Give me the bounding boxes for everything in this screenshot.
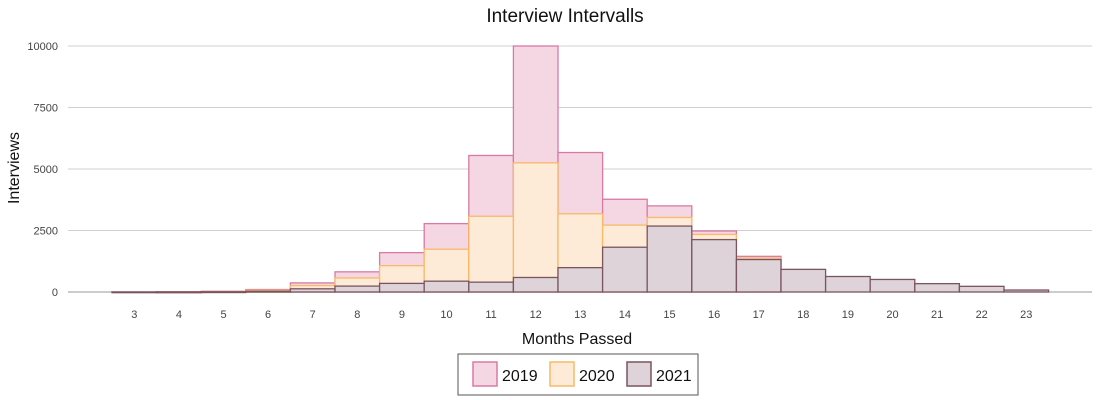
x-tick-label: 4: [176, 309, 182, 321]
x-tick-label: 7: [310, 309, 316, 321]
bar-2021-20: [869, 278, 916, 293]
bar-2021-7: [289, 288, 336, 293]
bar-2021-21: [914, 282, 961, 293]
legend-item-2019: 2019: [472, 361, 538, 387]
bar-2020-11: [468, 215, 515, 293]
bar-2021-17: [735, 258, 782, 293]
series-2021: [111, 225, 1050, 294]
y-tick-label: 2500: [34, 226, 58, 238]
x-tick-label: 15: [663, 309, 675, 321]
bar-2020-12: [512, 162, 559, 293]
bar-2021-19: [824, 275, 871, 293]
x-tick-label: 21: [931, 309, 943, 321]
y-axis-title: Interviews: [6, 132, 23, 204]
x-tick-label: 18: [797, 309, 809, 321]
bar-2021-14: [601, 246, 648, 293]
x-tick-label: 16: [708, 309, 720, 321]
bar-2021-11: [468, 281, 515, 293]
bar-2021-13: [557, 266, 604, 293]
bar-2021-16: [691, 238, 738, 293]
bar-2021-10: [423, 280, 470, 293]
y-tick-label: 7500: [34, 103, 58, 115]
x-tick-label: 19: [842, 309, 854, 321]
legend-swatch: [549, 361, 575, 387]
legend-label: 2020: [579, 368, 615, 385]
x-tick-label: 17: [753, 309, 765, 321]
x-axis-title: Months Passed: [522, 331, 632, 348]
y-axis-ticks: 0 2500 5000 7500 10000: [27, 41, 58, 299]
legend-swatch: [626, 361, 652, 387]
x-tick-label: 13: [574, 309, 586, 321]
bar-2021-9: [378, 282, 425, 293]
bar-2021-8: [334, 285, 381, 293]
y-tick-label: 10000: [27, 41, 58, 53]
bar-2021-23: [1003, 289, 1050, 293]
bar-2021-12: [512, 276, 559, 293]
bar-2021-3: [111, 291, 158, 294]
y-tick-label: 0: [52, 287, 58, 299]
x-tick-label: 22: [976, 309, 988, 321]
bar-2021-22: [958, 285, 1005, 293]
x-tick-label: 6: [265, 309, 271, 321]
x-tick-label: 14: [619, 309, 631, 321]
bar-2021-5: [200, 291, 247, 294]
legend-label: 2019: [502, 368, 538, 385]
x-tick-label: 8: [354, 309, 360, 321]
legend-box: [457, 353, 699, 396]
legend-label: 2021: [656, 368, 692, 385]
bar-2021-4: [155, 291, 202, 294]
x-tick-label: 23: [1020, 309, 1032, 321]
x-tick-label: 3: [131, 309, 137, 321]
x-tick-label: 9: [399, 309, 405, 321]
y-tick-label: 5000: [34, 164, 58, 176]
legend-swatch: [472, 361, 498, 387]
chart-title: Interview Intervalls: [486, 6, 643, 27]
bar-2021-15: [646, 225, 693, 293]
x-tick-label: 12: [530, 309, 542, 321]
x-tick-label: 10: [440, 309, 452, 321]
x-tick-label: 20: [886, 309, 898, 321]
legend: 2019 2020 2021: [457, 353, 699, 396]
x-axis-ticks: 3 4 5 6 7 8 9 10 11 12 13 14 15 16 17 18 19 20 21 22 23: [131, 309, 1032, 321]
legend-item-2020: 2020: [549, 361, 615, 387]
bar-2021-18: [780, 268, 827, 293]
x-tick-label: 11: [485, 309, 496, 321]
x-tick-label: 5: [220, 309, 226, 321]
bars: [111, 45, 1050, 294]
legend-item-2021: 2021: [626, 361, 692, 387]
bar-2021-6: [245, 290, 292, 293]
